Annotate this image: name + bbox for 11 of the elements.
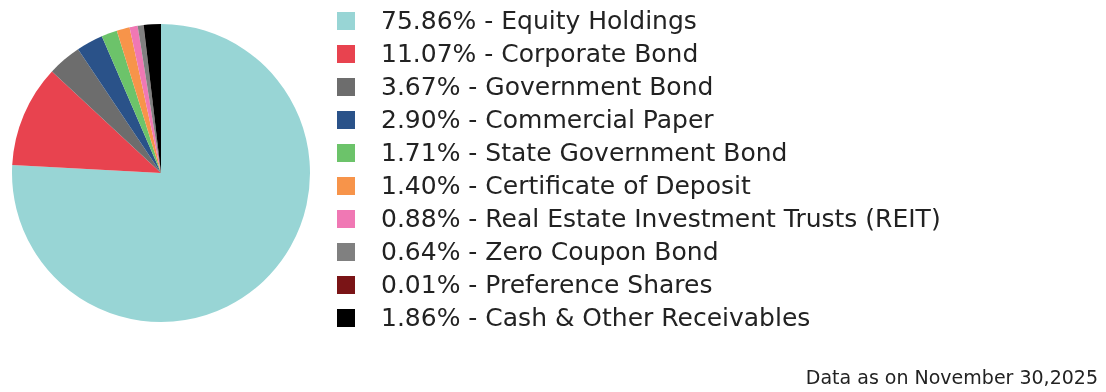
legend-label: 1.86% - Cash & Other Receivables bbox=[381, 303, 811, 332]
legend-label: 0.64% - Zero Coupon Bond bbox=[381, 237, 719, 266]
legend-label: 0.01% - Preference Shares bbox=[381, 270, 713, 299]
legend-label: 11.07% - Corporate Bond bbox=[381, 39, 699, 68]
legend-label: 2.90% - Commercial Paper bbox=[381, 105, 714, 134]
legend-label: 1.40% - Certificate of Deposit bbox=[381, 171, 751, 200]
legend-label: 1.71% - State Government Bond bbox=[381, 138, 788, 167]
legend-label: 75.86% - Equity Holdings bbox=[381, 6, 697, 35]
legend-label: 3.67% - Government Bond bbox=[381, 72, 714, 101]
text: Data as on November 30,2025 bbox=[805, 366, 1098, 388]
legend-label: 0.88% - Real Estate Investment Trusts (REIT) bbox=[381, 204, 941, 233]
